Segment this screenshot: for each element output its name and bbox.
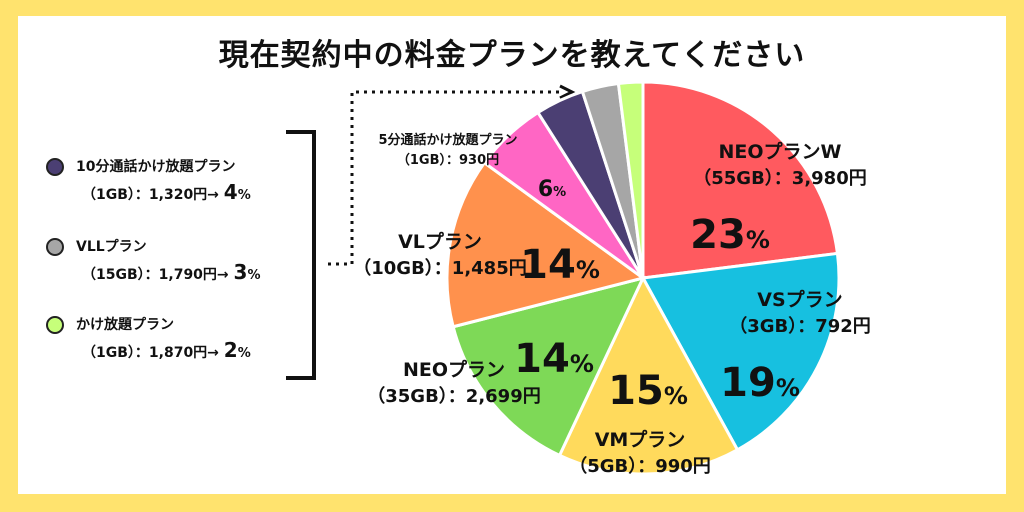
slice-pct-label-4: 14% — [520, 242, 600, 288]
slice-pct-label-0: 23% — [690, 212, 770, 258]
slice-pct-unit-4: % — [576, 256, 600, 284]
pie-slice-3 — [451, 275, 646, 458]
slice-label-detail-4: （10GB）：1,485円 — [353, 258, 526, 279]
legend-pct-unit: % — [237, 346, 251, 361]
slice-pct-unit-2: % — [664, 382, 688, 410]
slice-pct-unit-1: % — [776, 374, 800, 402]
slice-label-name-1: VSプラン — [757, 288, 842, 311]
slice-label-name-0: NEOプランW — [719, 140, 842, 163]
legend-pct-unit: % — [237, 188, 251, 203]
callout-arrow-head — [559, 84, 576, 100]
legend-swatch — [46, 238, 64, 256]
slice-label-detail-3: （35GB）：2,699円 — [367, 386, 540, 407]
slice-label-detail-5: （1GB）：930円 — [397, 152, 499, 168]
slice-label-detail-1: （3GB）：792円 — [729, 316, 871, 337]
chart-title: 現在契約中の料金プランを教えてください — [218, 38, 806, 73]
pie-slice-0 — [641, 80, 840, 280]
pie-slices — [445, 80, 841, 476]
legend-pct: 3 — [233, 260, 248, 284]
legend-swatch — [46, 316, 64, 334]
slice-label-name-3: NEOプラン — [403, 358, 505, 381]
slice-pct-unit-5: % — [553, 185, 566, 200]
legend-name: 10分通話かけ放題プラン — [76, 159, 236, 175]
legend-swatch — [46, 158, 64, 176]
legend-name: VLLプラン — [76, 239, 147, 255]
legend-pct-unit: % — [247, 268, 261, 283]
legend-pct: 2 — [223, 338, 238, 362]
slice-label-name-2: VMプラン — [595, 428, 686, 451]
slice-label-detail-0: （55GB）：3,980円 — [693, 168, 866, 189]
legend-detail-text: （1GB）：1,320円→ — [82, 187, 224, 203]
legend-detail-text: （1GB）：1,870円→ — [82, 345, 224, 361]
legend-name: かけ放題プラン — [76, 317, 174, 333]
pie-slice-2 — [557, 274, 740, 476]
slice-label-name-5: 5分通話かけ放題プラン — [378, 132, 517, 148]
slice-pct-unit-3: % — [570, 350, 594, 378]
slice-label-detail-2: （5GB）：990円 — [569, 456, 711, 477]
pie-slice-1 — [640, 251, 841, 452]
legend-detail: （1GB）：1,320円→ 4% — [82, 180, 251, 204]
legend-detail: （15GB）：1,790円→ 3% — [82, 260, 261, 284]
slice-label-name-4: VLプラン — [398, 230, 482, 253]
legend-detail: （1GB）：1,870円→ 2% — [82, 338, 251, 362]
legend-detail-text: （15GB）：1,790円→ — [82, 267, 234, 283]
pie-slice-8 — [616, 80, 645, 279]
legend-bracket — [286, 130, 316, 380]
pie-slice-4 — [445, 160, 647, 329]
pie-labels: NEOプランW（55GB）：3,980円23%VSプラン（3GB）：792円19… — [353, 132, 871, 477]
legend-pct: 4 — [223, 180, 238, 204]
slice-pct-unit-0: % — [746, 226, 770, 254]
